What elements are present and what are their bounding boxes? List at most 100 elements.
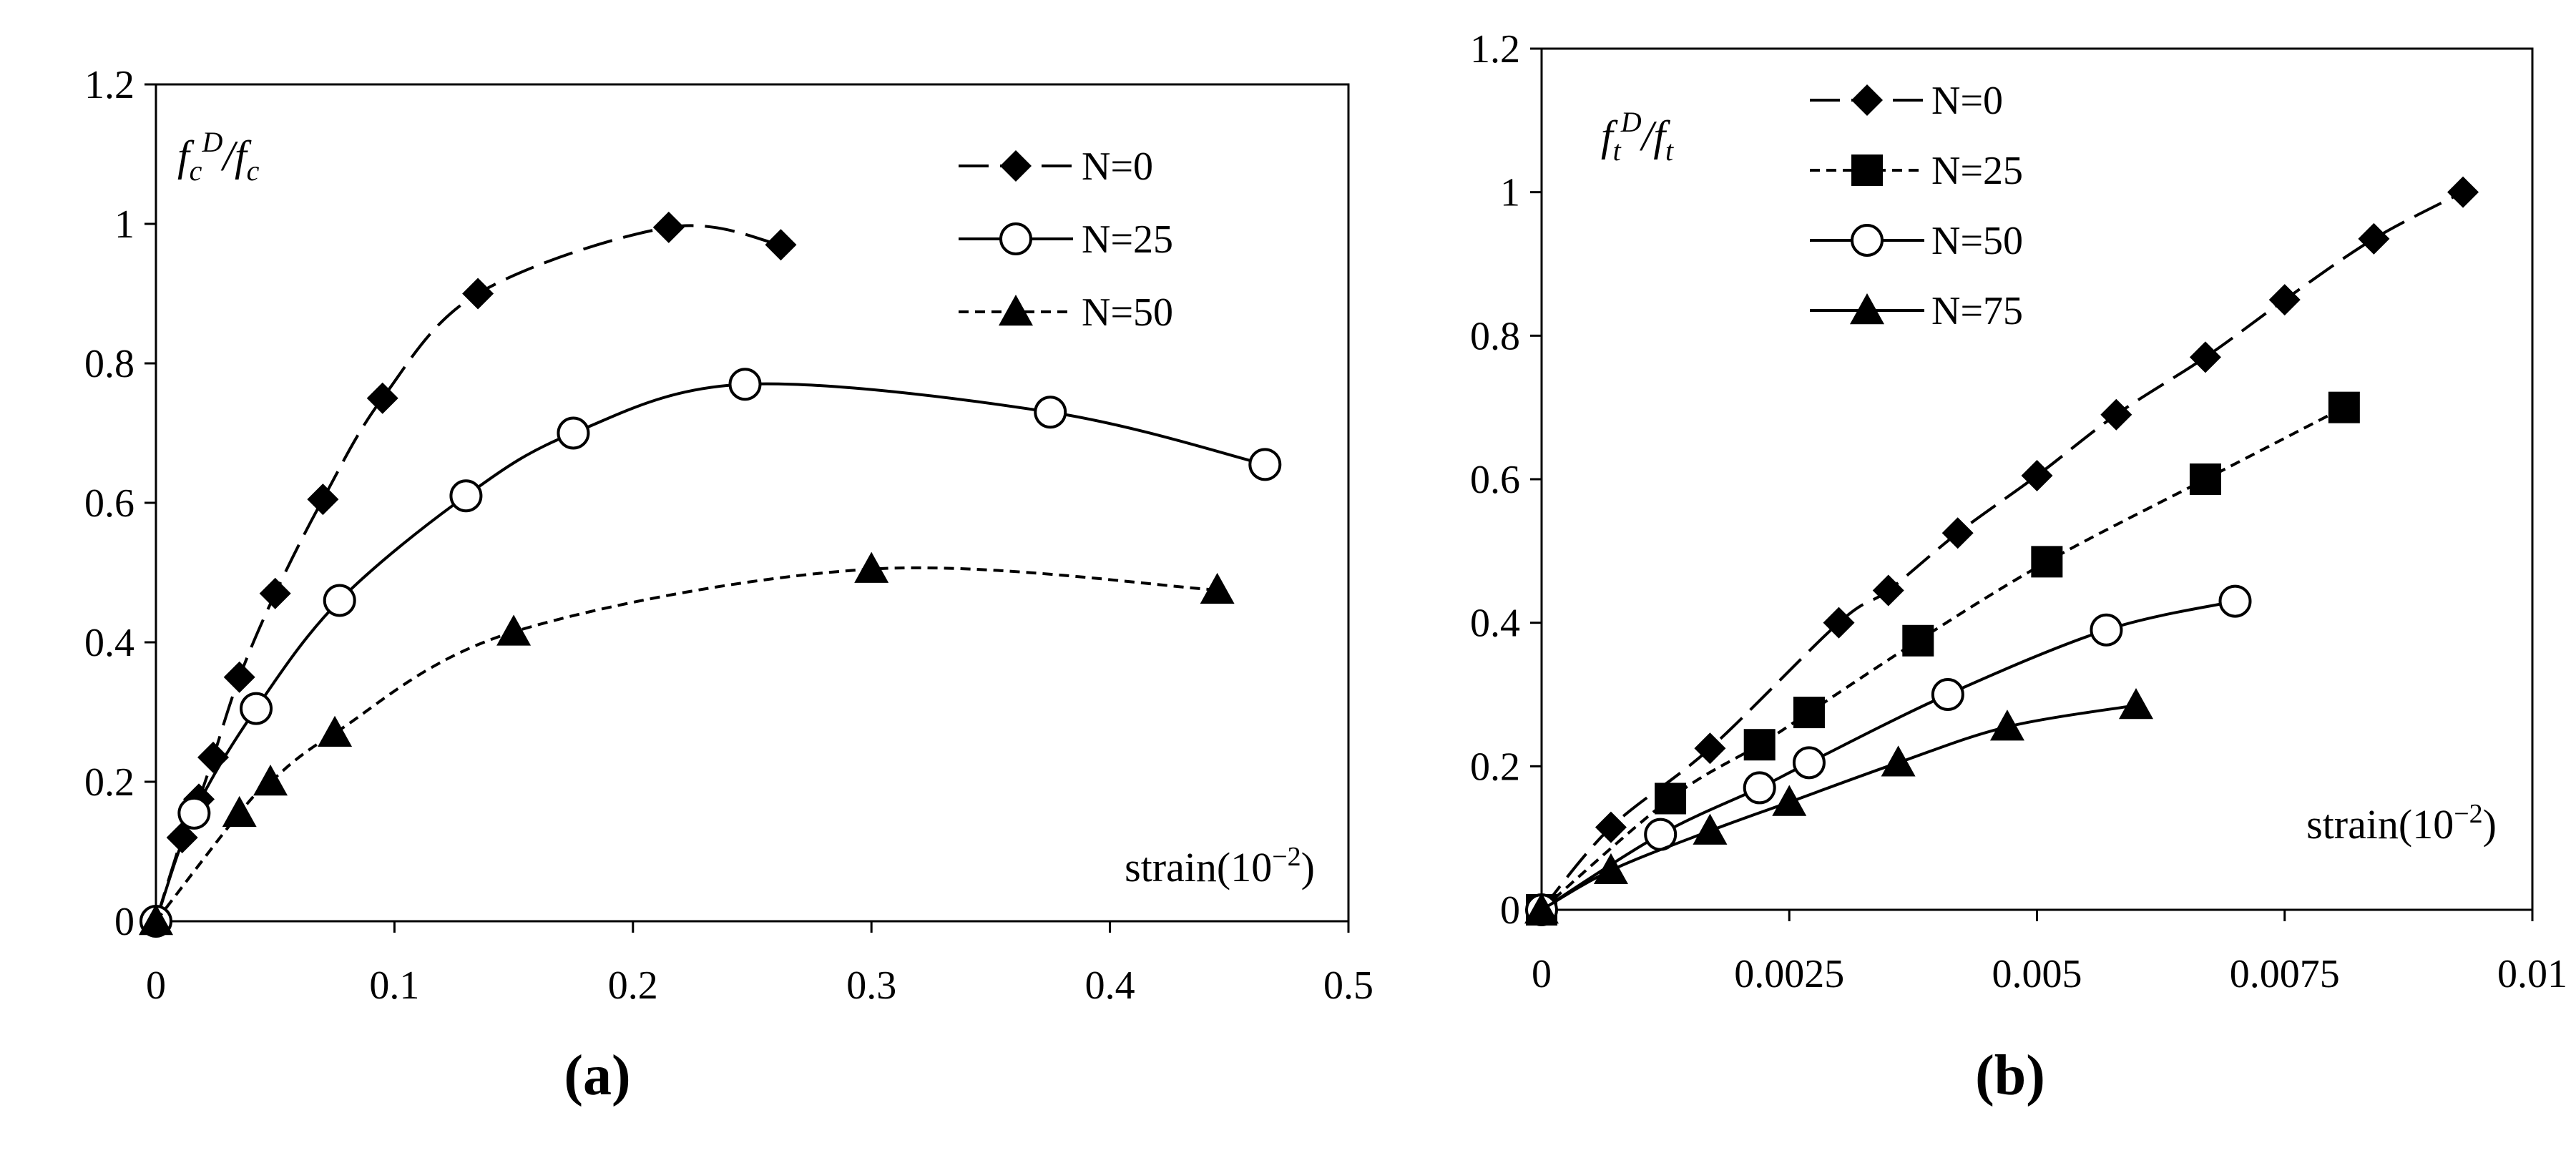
data-point [1772,785,1807,816]
x-tick-label: 0.01 [2497,952,2567,996]
y-tick-label: 0.2 [1470,745,1520,789]
y-tick-label: 1.2 [84,63,134,107]
legend-label: N=75 [1931,289,2023,333]
series-line [1541,704,2137,911]
data-point [1655,782,1687,815]
legend-label: N=0 [1082,144,1153,189]
x-axis-label-end: ) [2483,801,2497,848]
x-axis-label-end: ) [1301,844,1315,890]
y-tick-label: 1 [1500,171,1520,215]
y-axis-label-sub: c [247,154,260,187]
x-tick-label: 0.3 [846,963,896,1008]
data-point [323,584,356,617]
chart-panel-a: 0 0.2 0.4 0.6 0.8 1 1.2 0 0.1 0.2 0.3 0.4 0.5 fcD/fc s… [84,63,1373,1107]
data-point [1941,517,1974,549]
y-tick-label: 0.8 [84,342,134,386]
legend-entry: N=0 [959,144,1153,189]
data-point [2328,391,2360,423]
x-axis-label: strain(10−2) [1125,842,1315,890]
y-axis-label-sup: D [1620,106,1642,138]
series-N=0 [140,211,797,937]
y-tick-label: 0 [114,900,134,944]
y-axis-label-sub: c [190,154,202,187]
x-tick-label: 0 [1532,952,1552,996]
data-point [223,661,255,693]
series-N=50 [1525,584,2252,926]
series-N=50 [139,551,1235,936]
x-tick-label: 0.0025 [1734,952,1844,996]
data-point [1248,448,1282,481]
x-axis-label-sup: −2 [2454,799,2482,829]
legend-marker [999,295,1033,326]
legend: N=0 N=25 N=50 N=75 [1810,79,2023,333]
data-point [253,765,288,796]
legend: N=0 N=25 N=50 [959,144,1173,335]
data-point [318,715,353,747]
data-point [1989,710,2024,741]
data-point [1524,893,1559,924]
legend-marker [1000,150,1032,182]
series-N=25 [139,368,1282,938]
data-point [652,211,685,243]
data-point [1034,396,1067,429]
legend-label: N=25 [1931,149,2023,193]
legend-label: N=50 [1082,290,1173,335]
chart-panel-b: 0 0.2 0.4 0.6 0.8 1 1.2 0 0.0025 0.005 0.0075 0.01 f… [1470,27,2567,1107]
data-point [1792,746,1826,780]
series-line [155,566,1218,923]
data-point [1881,745,1916,777]
y-tick-label: 1.2 [1470,27,1520,72]
data-point [2268,284,2301,316]
y-axis-label: fcD/fc [177,126,260,187]
legend-entry: N=50 [959,290,1173,335]
legend-label: N=0 [1931,79,2003,123]
data-point [765,229,797,261]
x-tick-label: 0.005 [1992,952,2082,996]
data-point [166,822,198,853]
data-point [222,795,257,828]
y-tick-label: 0 [1500,888,1520,933]
legend-entry: N=25 [959,217,1173,262]
y-axis-label: ftD/ft [1601,106,1674,167]
legend-marker [1851,224,1884,257]
x-tick-label: 0 [146,963,166,1008]
data-point [240,692,273,725]
data-point [139,904,173,936]
data-point [2021,459,2053,491]
x-axis-label-base: strain(10 [2306,801,2454,848]
y-tick-label: 0.6 [1470,458,1520,502]
panel-caption: (b) [1975,1044,2045,1107]
legend-label: N=25 [1082,217,1173,262]
y-axis-label-sub: t [1613,134,1622,167]
x-tick-label: 0.2 [608,963,658,1008]
data-point [1694,732,1726,765]
x-tick-label: 0.0075 [2230,952,2340,996]
y-tick-label: 0.4 [1470,602,1520,646]
y-tick-label: 0.4 [84,621,134,665]
series-N=75 [1524,688,2153,924]
data-point [1593,853,1628,885]
data-point [2218,584,2252,618]
data-point [557,416,590,450]
legend-entry: N=0 [1810,79,2003,123]
data-point [728,368,762,401]
data-point [1743,729,1776,761]
data-point [2189,463,2221,495]
data-point [449,479,483,513]
data-point [854,551,889,583]
data-point [1931,678,1964,711]
data-point [1595,811,1627,843]
data-point [2189,341,2221,373]
x-tick-label: 0.4 [1085,963,1135,1008]
data-point [1823,607,1855,639]
data-point [462,278,494,310]
x-tick-label: 0.1 [369,963,419,1008]
legend-marker [1851,84,1883,116]
series-line [155,382,1265,922]
series-line [1540,599,2235,911]
legend-marker [1850,293,1884,325]
legend-marker [999,222,1032,255]
legend-entry: N=75 [1810,289,2023,333]
data-point [259,577,291,609]
